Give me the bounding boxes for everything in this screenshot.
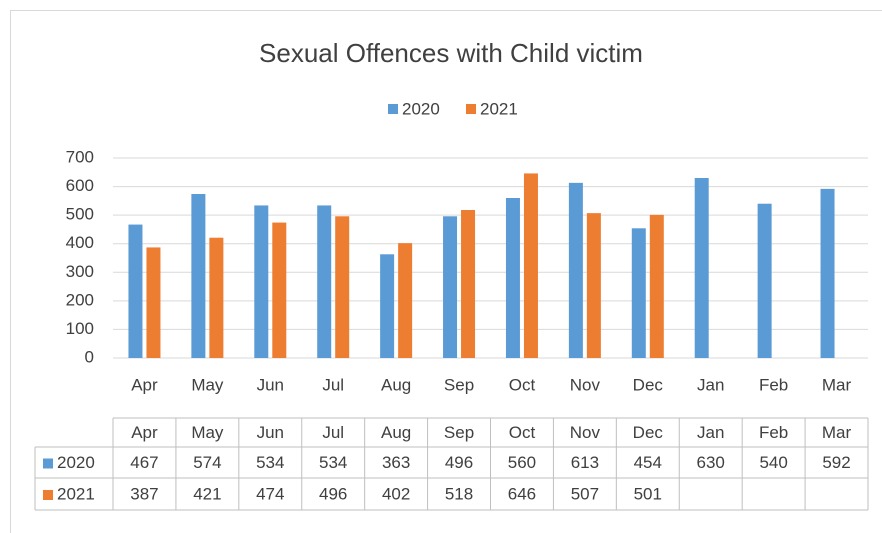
bar — [820, 188, 835, 358]
x-tick-label: Jun — [257, 375, 284, 394]
y-tick-label: 200 — [66, 290, 94, 309]
chart-title: Sexual Offences with Child victim — [259, 38, 643, 68]
x-tick-label: Jul — [322, 375, 344, 394]
bar — [505, 198, 520, 358]
bar — [128, 224, 143, 358]
table-cell: 646 — [508, 484, 536, 503]
table-cell: 574 — [193, 453, 221, 472]
legend-swatch — [466, 104, 476, 114]
table-cell: 474 — [256, 484, 284, 503]
table-cell: 630 — [697, 453, 725, 472]
table-header: Jun — [257, 423, 284, 442]
x-tick-label: Dec — [633, 375, 664, 394]
table-cell: 363 — [382, 453, 410, 472]
table-cell: 387 — [130, 484, 158, 503]
bar — [523, 173, 538, 358]
y-tick-label: 300 — [66, 262, 94, 281]
table-legend-swatch — [43, 490, 53, 500]
table-cell: 421 — [193, 484, 221, 503]
x-tick-label: May — [191, 375, 224, 394]
table-cell: 534 — [256, 453, 284, 472]
table-cell: 518 — [445, 484, 473, 503]
bar — [443, 216, 458, 358]
table-cell: 454 — [634, 453, 662, 472]
x-tick-label: Sep — [444, 375, 474, 394]
y-tick-label: 0 — [85, 347, 94, 366]
table-header: Oct — [509, 423, 536, 442]
x-tick-label: Apr — [131, 375, 158, 394]
bar — [380, 254, 395, 358]
table-cell: 540 — [759, 453, 787, 472]
bar — [586, 213, 601, 358]
table-legend-swatch — [43, 458, 53, 469]
y-tick-label: 700 — [66, 147, 94, 166]
x-tick-label: Mar — [822, 375, 852, 394]
table-cell: 467 — [130, 453, 158, 472]
table-cell: 402 — [382, 484, 410, 503]
y-tick-label: 400 — [66, 233, 94, 252]
table-cell: 592 — [822, 453, 850, 472]
table-header: Aug — [381, 423, 411, 442]
legend-label: 2020 — [402, 99, 440, 118]
x-tick-label: Jan — [697, 375, 724, 394]
y-tick-label: 500 — [66, 205, 94, 224]
bar — [317, 205, 332, 358]
bar — [649, 214, 664, 358]
table-cell: 496 — [319, 484, 347, 503]
table-header: May — [191, 423, 224, 442]
table-cell: 507 — [571, 484, 599, 503]
table-row-label: 2021 — [57, 484, 95, 503]
table-cell: 534 — [319, 453, 347, 472]
x-tick-label: Aug — [381, 375, 411, 394]
bar — [568, 182, 583, 358]
table-cell: 496 — [445, 453, 473, 472]
table-header: Nov — [570, 423, 601, 442]
y-tick-label: 100 — [66, 319, 94, 338]
table-header: Feb — [759, 423, 788, 442]
table-cell: 560 — [508, 453, 536, 472]
bar — [272, 222, 287, 358]
bar — [335, 216, 350, 358]
bar — [191, 194, 206, 358]
bar — [631, 228, 646, 358]
table-cell: 501 — [634, 484, 662, 503]
table-header: Jan — [697, 423, 724, 442]
bar — [146, 247, 161, 358]
legend-label: 2021 — [480, 99, 518, 118]
table-cell: 613 — [571, 453, 599, 472]
bar — [461, 210, 476, 358]
x-tick-label: Nov — [570, 375, 601, 394]
table-header: Apr — [131, 423, 158, 442]
x-tick-label: Feb — [759, 375, 788, 394]
table-row-label: 2020 — [57, 453, 95, 472]
x-tick-label: Oct — [509, 375, 536, 394]
table-header: Jul — [322, 423, 344, 442]
bar — [694, 178, 709, 358]
table-header: Dec — [633, 423, 664, 442]
bar — [209, 237, 224, 358]
table-header: Mar — [822, 423, 852, 442]
legend-swatch — [388, 104, 398, 114]
table-header: Sep — [444, 423, 474, 442]
y-tick-label: 600 — [66, 176, 94, 195]
bar — [757, 203, 772, 358]
bar — [254, 205, 269, 358]
bar — [398, 243, 413, 358]
